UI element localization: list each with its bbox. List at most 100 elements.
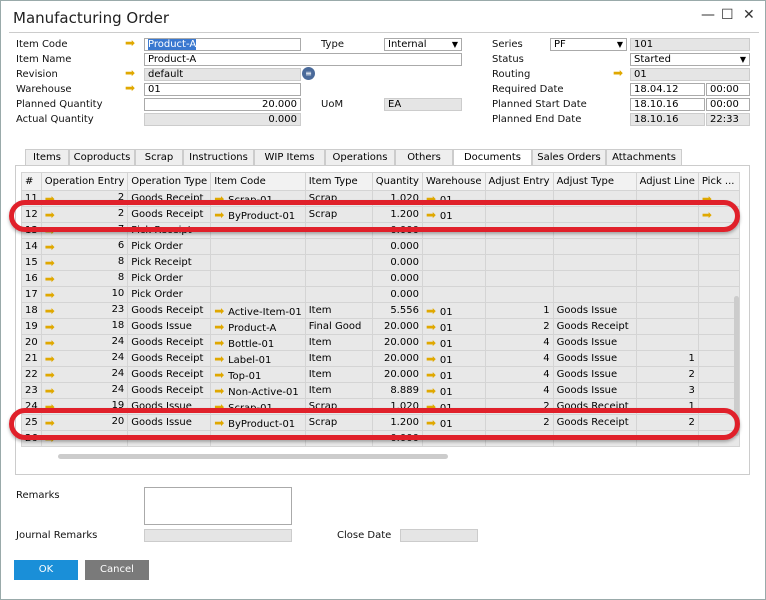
planned-start-time-field[interactable]: 00:00 [706,98,750,111]
planned-start-field[interactable]: 18.10.16 [630,98,705,111]
series-select[interactable]: PF [550,38,627,51]
link-arrow-icon[interactable]: ➡ [44,191,55,206]
tab-sales-orders[interactable]: Sales Orders [532,149,606,165]
link-arrow-icon[interactable]: ➡ [214,367,229,382]
link-arrow-icon[interactable]: ➡ [425,303,440,318]
tab-instructions[interactable]: Instructions [183,149,254,165]
link-arrow-icon[interactable]: ➡ [425,319,440,334]
table-row[interactable]: 26 ➡ 0.000 [21,430,740,447]
table-row[interactable]: 17 ➡ 10 Pick Order 0.000 [21,286,740,303]
column-header[interactable]: # [21,172,42,191]
tab-documents[interactable]: Documents [453,149,532,166]
column-header[interactable]: Item Code [210,172,306,191]
link-arrow-icon[interactable]: ➡ [44,431,55,446]
column-header[interactable]: Item Type [304,172,373,191]
table-row[interactable]: 13 ➡ 7 Pick Receipt 0.000 [21,222,740,239]
tab-wip-items[interactable]: WIP Items [254,149,325,165]
link-arrow-icon[interactable]: ➡ [44,239,55,254]
column-header[interactable]: Operation Type [127,172,212,191]
table-row[interactable]: 15 ➡ 8 Pick Receipt 0.000 [21,254,740,271]
column-header[interactable]: Operation Entry [40,172,129,191]
tab-items[interactable]: Items [25,149,69,165]
vertical-scrollbar[interactable] [734,296,739,436]
table-row[interactable]: 25 ➡ 20 Goods Issue ➡ ByProduct-01 Scrap 1.200… [21,414,740,431]
planned-qty-field[interactable]: 20.000 [144,98,301,111]
link-arrow-icon[interactable]: ➡ [125,36,136,50]
link-arrow-icon[interactable]: ➡ [125,66,136,80]
table-row[interactable]: 22 ➡ 24 Goods Receipt ➡ Top-01 Item 20.000 ➡ 01… [21,366,740,383]
link-arrow-icon[interactable]: ➡ [425,191,440,206]
ok-button[interactable]: OK [14,560,78,580]
link-arrow-icon[interactable]: ➡ [425,335,440,350]
link-arrow-icon[interactable]: ➡ [214,319,229,334]
link-arrow-icon[interactable]: ➡ [44,351,55,366]
status-select[interactable]: Started [630,53,750,66]
warehouse-field[interactable]: 01 [144,83,301,96]
link-arrow-icon[interactable]: ➡ [44,335,55,350]
remarks-field[interactable] [144,487,292,525]
link-arrow-icon[interactable]: ➡ [214,303,229,318]
link-arrow-icon[interactable]: ➡ [44,319,55,334]
cancel-button[interactable]: Cancel [85,560,149,580]
link-arrow-icon[interactable]: ➡ [214,383,229,398]
column-header[interactable]: Pick ... [697,172,740,191]
link-arrow-icon[interactable]: ➡ [425,351,440,366]
link-arrow-icon[interactable]: ➡ [44,303,55,318]
link-arrow-icon[interactable]: ➡ [214,415,229,430]
table-row[interactable]: 20 ➡ 24 Goods Receipt ➡ Bottle-01 Item 20.000 ➡… [21,334,740,351]
column-header[interactable]: Adjust Line [635,172,699,191]
link-arrow-icon[interactable]: ➡ [44,383,55,398]
column-header[interactable]: Adjust Type [552,172,637,191]
link-arrow-icon[interactable]: ➡ [425,207,440,222]
link-arrow-icon[interactable]: ➡ [701,207,712,222]
required-time-field[interactable]: 00:00 [706,83,750,96]
close-button[interactable]: ✕ [743,7,755,23]
link-arrow-icon[interactable]: ➡ [125,81,136,95]
tab-others[interactable]: Others [395,149,453,165]
link-arrow-icon[interactable]: ➡ [214,351,229,366]
link-arrow-icon[interactable]: ➡ [44,415,55,430]
link-arrow-icon[interactable]: ➡ [44,207,55,222]
link-arrow-icon[interactable]: ➡ [44,223,55,238]
link-arrow-icon[interactable]: ➡ [44,399,55,414]
link-arrow-icon[interactable]: ➡ [613,66,624,80]
tab-scrap[interactable]: Scrap [135,149,183,165]
revision-field[interactable]: default [144,68,301,81]
minimize-button[interactable]: — [701,7,715,23]
table-row[interactable]: 16 ➡ 8 Pick Order 0.000 [21,270,740,287]
item-code-field[interactable]: Product-A [144,38,301,51]
table-row[interactable]: 14 ➡ 6 Pick Order 0.000 [21,238,740,255]
table-row[interactable]: 21 ➡ 24 Goods Receipt ➡ Label-01 Item 20.000 ➡ … [21,350,740,367]
link-arrow-icon[interactable]: ➡ [214,335,229,350]
column-header[interactable]: Warehouse [421,172,486,191]
link-arrow-icon[interactable]: ➡ [425,383,440,398]
horizontal-scrollbar[interactable] [58,454,448,459]
link-arrow-icon[interactable]: ➡ [425,399,440,414]
column-header[interactable]: Adjust Entry [484,172,554,191]
required-date-field[interactable]: 18.04.12 [630,83,705,96]
link-arrow-icon[interactable]: ➡ [214,207,229,222]
maximize-button[interactable]: ☐ [721,7,734,23]
tab-attachments[interactable]: Attachments [606,149,682,165]
link-arrow-icon[interactable]: ➡ [44,255,55,270]
list-icon[interactable]: ≡ [302,67,315,80]
item-name-field[interactable]: Product-A [144,53,462,66]
table-row[interactable]: 18 ➡ 23 Goods Receipt ➡ Active-Item-01 Item 5.… [21,302,740,319]
link-arrow-icon[interactable]: ➡ [214,399,229,414]
link-arrow-icon[interactable]: ➡ [44,287,55,302]
type-select[interactable]: Internal [384,38,462,51]
link-arrow-icon[interactable]: ➡ [44,271,55,286]
column-header[interactable]: Quantity [371,172,423,191]
table-row[interactable]: 19 ➡ 18 Goods Issue ➡ Product-A Final Good 20.… [21,318,740,335]
tab-coproducts[interactable]: Coproducts [69,149,135,165]
link-arrow-icon[interactable]: ➡ [701,191,712,206]
table-row[interactable]: 24 ➡ 19 Goods Issue ➡ Scrap-01 Scrap 1.020 ➡ 01… [21,398,740,415]
link-arrow-icon[interactable]: ➡ [425,415,440,430]
link-arrow-icon[interactable]: ➡ [425,367,440,382]
tab-operations[interactable]: Operations [325,149,395,165]
link-arrow-icon[interactable]: ➡ [214,191,229,206]
table-row[interactable]: 12 ➡ 2 Goods Receipt ➡ ByProduct-01 Scrap 1.20… [21,206,740,223]
table-row[interactable]: 23 ➡ 24 Goods Receipt ➡ Non-Active-01 Item 8.8… [21,382,740,399]
link-arrow-icon[interactable]: ➡ [44,367,55,382]
table-row[interactable]: 11 ➡ 2 Goods Receipt ➡ Scrap-01 Scrap 1.020 ➡ 0… [21,190,740,207]
